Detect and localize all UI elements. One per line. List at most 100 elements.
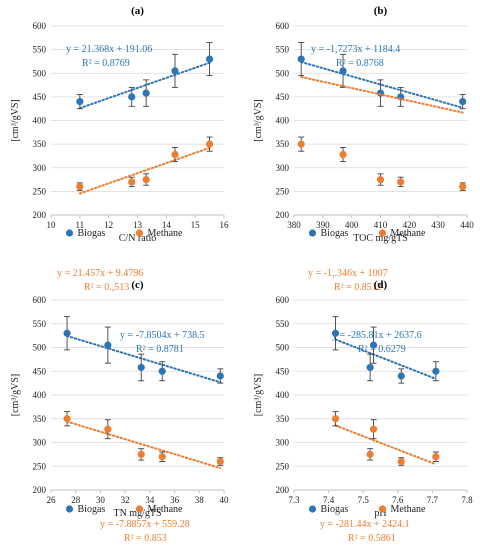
- data-point-methane: [142, 175, 150, 184]
- trendline-biogas: [300, 61, 464, 109]
- x-tick-label: 36: [170, 495, 180, 505]
- data-point-methane: [128, 178, 136, 186]
- y-tick-label: 400: [276, 390, 290, 400]
- y-tick-label: 500: [33, 68, 47, 78]
- y-tick-label: 200: [276, 210, 290, 220]
- chart-panel-2: (c) 200 250 300 350 400 450 500 550 600 26 28 30 32 34…: [10, 279, 229, 544]
- r-squared-label: R² = 0.5861: [348, 533, 396, 544]
- r-squared-label: R² = 0.8769: [82, 58, 130, 69]
- x-tick-label: 390: [316, 220, 330, 230]
- y-tick-label: 550: [276, 319, 290, 329]
- chart-panel-3: (d) 200 250 300 350 400 450 500 550 600 7.3 7.4 7.5 7…: [253, 279, 473, 544]
- x-tick-label: 14: [162, 220, 172, 230]
- data-point-methane: [205, 140, 214, 148]
- y-tick-label: 600: [33, 295, 47, 305]
- x-tick-label: 7.6: [392, 495, 404, 505]
- data-point-biogas: [339, 67, 347, 75]
- x-tick-label: 26: [47, 495, 57, 505]
- x-tick-label: 34: [145, 495, 155, 505]
- r-squared-label: R² = 0.8781: [136, 344, 184, 355]
- data-point-methane: [376, 175, 385, 184]
- y-tick-label: 450: [33, 366, 47, 376]
- y-tick-label: 350: [33, 414, 47, 424]
- data-point-biogas: [459, 98, 467, 106]
- chart-panel-1: (b) 200 250 300 350 400 450 500 550 600 380 390 400 4…: [253, 5, 474, 293]
- data-point-biogas: [331, 329, 340, 337]
- legend-marker-biogas: [65, 229, 74, 237]
- x-tick-label: 28: [71, 495, 81, 505]
- data-point-biogas: [366, 363, 374, 372]
- x-tick-label: 420: [403, 220, 417, 230]
- x-tick-label: 13: [133, 220, 143, 230]
- x-axis-label: pH: [374, 508, 386, 519]
- trend-equation: y = 21.457x + 9.4796: [57, 268, 143, 279]
- y-tick-label: 600: [33, 21, 47, 31]
- y-tick-label: 550: [276, 45, 290, 55]
- x-tick-label: 15: [191, 220, 201, 230]
- data-point-biogas: [142, 89, 150, 97]
- data-point-methane: [63, 415, 71, 423]
- y-tick-label: 250: [33, 186, 47, 196]
- x-tick-label: 440: [460, 220, 474, 230]
- data-point-methane: [158, 453, 166, 461]
- x-tick-label: 7.8: [461, 495, 473, 505]
- data-point-methane: [216, 457, 224, 466]
- data-point-biogas: [297, 55, 305, 63]
- y-tick-label: 400: [33, 116, 47, 126]
- trend-equation: y = -281.44x + 2424.1: [320, 519, 410, 530]
- x-axis-label: C/N ratio: [119, 233, 157, 244]
- trend-equation: y = -1,7273x + 1184.4: [311, 44, 400, 55]
- legend-label-methane: Methane: [148, 228, 184, 239]
- data-point-methane: [171, 150, 179, 159]
- y-tick-label: 250: [276, 186, 290, 196]
- r-squared-label: R² = 0.6279: [358, 344, 406, 355]
- y-tick-label: 450: [276, 92, 290, 102]
- x-tick-label: 16: [220, 220, 230, 230]
- trendline-methane: [300, 75, 464, 114]
- x-tick-label: 400: [345, 220, 359, 230]
- data-point-methane: [76, 183, 84, 191]
- x-tick-label: 38: [195, 495, 205, 505]
- y-tick-label: 350: [33, 139, 47, 149]
- legend-label-methane: Methane: [148, 504, 184, 515]
- legend-marker-biogas: [65, 505, 74, 513]
- y-tick-label: 250: [276, 461, 290, 471]
- y-tick-label: 400: [276, 116, 290, 126]
- r-squared-label: R² = 0.8768: [336, 58, 384, 69]
- trendline-methane: [66, 420, 222, 470]
- y-tick-label: 400: [33, 390, 47, 400]
- data-point-biogas: [128, 93, 136, 101]
- x-tick-label: 12: [104, 220, 113, 230]
- trend-equation: y = -7.8504x + 738.5: [120, 330, 205, 341]
- x-tick-label: 40: [220, 495, 230, 505]
- x-axis-label: TN mg/gTS: [113, 508, 161, 519]
- y-tick-label: 600: [276, 295, 290, 305]
- y-axis-label: [cm³/gVS]: [253, 99, 264, 141]
- y-tick-label: 300: [276, 438, 290, 448]
- legend-label-biogas: Biogas: [78, 228, 106, 239]
- x-tick-label: 7.4: [323, 495, 335, 505]
- y-tick-label: 300: [33, 163, 47, 173]
- legend-marker-methane: [135, 505, 144, 513]
- y-tick-label: 300: [276, 163, 290, 173]
- legend-marker-biogas: [308, 229, 317, 237]
- data-point-methane: [397, 178, 405, 186]
- data-point-methane: [432, 453, 440, 461]
- y-tick-label: 450: [33, 92, 47, 102]
- r-squared-label: R² = 0.8512: [334, 282, 382, 293]
- y-tick-label: 550: [33, 319, 47, 329]
- trendline-biogas: [78, 61, 211, 110]
- trendline-methane: [334, 424, 437, 466]
- legend-marker-biogas: [308, 505, 317, 513]
- legend-marker-methane: [378, 229, 387, 237]
- y-tick-label: 200: [276, 485, 290, 495]
- y-tick-label: 300: [33, 438, 47, 448]
- x-tick-label: 11: [75, 220, 84, 230]
- data-point-methane: [397, 457, 405, 466]
- legend-marker-methane: [135, 229, 144, 237]
- data-point-biogas: [63, 329, 71, 337]
- trend-equation: y = -285.81x + 2637.6: [332, 330, 422, 341]
- y-axis-label: [cm³/gVS]: [253, 374, 264, 416]
- trendline-biogas: [334, 338, 437, 380]
- y-tick-label: 500: [276, 68, 290, 78]
